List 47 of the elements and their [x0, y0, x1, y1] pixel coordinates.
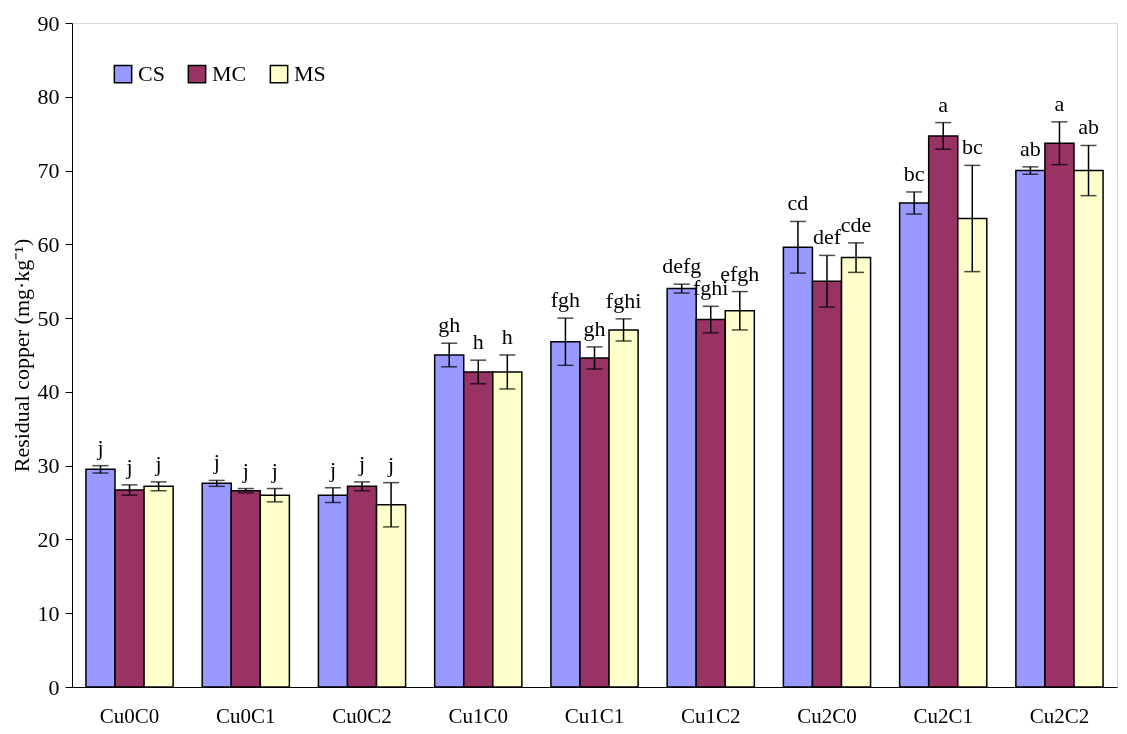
x-tick-label: Cu0C2 — [332, 703, 392, 728]
x-tick-label: Cu1C2 — [680, 703, 741, 728]
y-axis-title: Residual copper (mg·kg⁻¹) — [8, 238, 34, 473]
y-tick-label: 30 — [37, 453, 60, 479]
data-label: j — [212, 449, 220, 475]
data-label: gh — [583, 315, 606, 341]
data-label: j — [387, 451, 395, 477]
data-label: cd — [787, 190, 809, 216]
y-tick-label: 60 — [37, 231, 60, 257]
data-label: cde — [840, 211, 872, 237]
x-tick-label: Cu1C0 — [448, 703, 509, 728]
y-tick-label: 0 — [48, 674, 60, 700]
data-label: j — [328, 456, 337, 482]
data-label: bc — [961, 134, 983, 160]
data-label: ab — [1078, 114, 1099, 140]
x-tick-label: Cu2C0 — [797, 703, 857, 728]
data-label: a — [938, 91, 949, 117]
data-label: j — [96, 434, 104, 460]
data-label: h — [501, 324, 513, 349]
x-tick-label: Cu2C2 — [1029, 703, 1090, 728]
y-tick-label: 10 — [37, 600, 60, 626]
data-label: j — [357, 450, 366, 476]
data-label: ab — [1020, 135, 1041, 161]
x-tick-label: Cu1C1 — [564, 703, 625, 728]
y-tick-label: 70 — [37, 158, 60, 184]
data-label: def — [812, 224, 842, 250]
y-tick-label: 20 — [37, 526, 60, 552]
data-label: fghi — [605, 287, 642, 313]
x-tick-label: Cu0C1 — [216, 703, 276, 728]
data-label: a — [1054, 90, 1065, 116]
x-tick-label: Cu0C0 — [99, 703, 160, 728]
y-tick-label: 80 — [37, 84, 60, 110]
legend-label: MS — [294, 61, 326, 87]
data-label: j — [154, 450, 162, 476]
y-tick-label: 50 — [37, 305, 60, 331]
data-label: j — [125, 453, 133, 479]
data-label: j — [270, 457, 278, 483]
legend-label: MC — [212, 61, 247, 87]
x-tick-label: Cu2C1 — [913, 703, 973, 728]
data-label: j — [241, 457, 249, 483]
data-label: gh — [438, 312, 461, 338]
data-label: h — [472, 329, 484, 355]
y-tick-label: 90 — [37, 10, 60, 36]
y-tick-label: 40 — [37, 379, 60, 405]
legend-label: CS — [138, 61, 165, 87]
data-label: fgh — [550, 287, 581, 313]
data-label: bc — [903, 160, 925, 186]
